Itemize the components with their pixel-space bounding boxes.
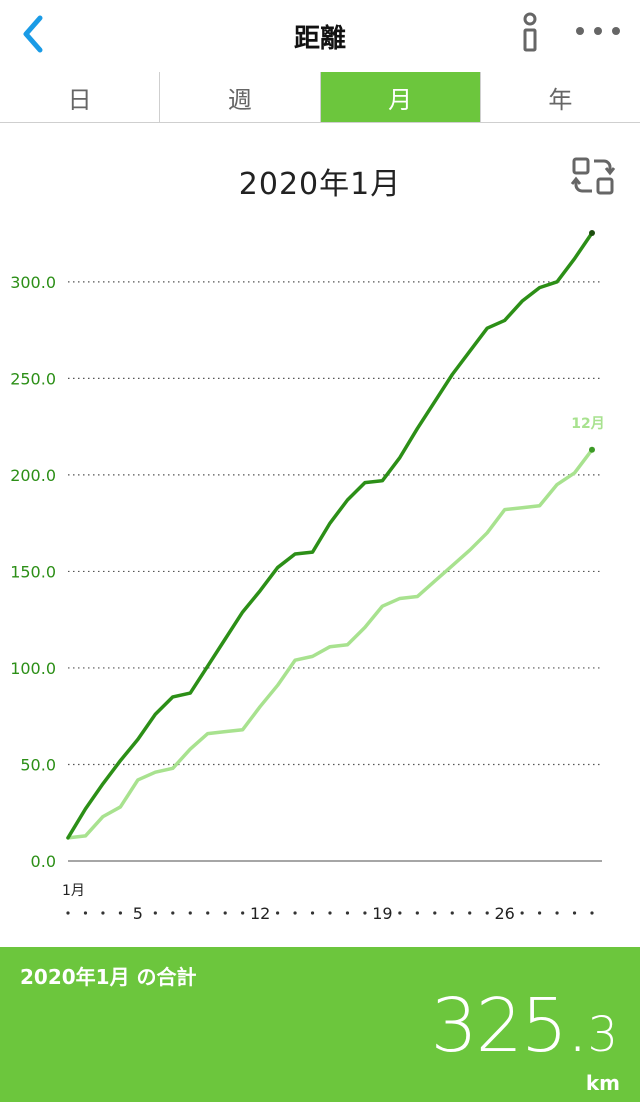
x-day-dot (485, 911, 489, 915)
total-label: 2020年1月 の合計 (20, 965, 197, 989)
x-day-dot (398, 911, 402, 915)
x-day-dot (538, 911, 542, 915)
x-tick-label: 12 (250, 904, 270, 923)
x-day-dot (66, 911, 70, 915)
x-day-dot (520, 911, 524, 915)
x-day-dot (572, 911, 577, 915)
tab-day[interactable]: 日 (0, 72, 161, 122)
x-day-dot (468, 911, 472, 915)
x-day-dot (118, 911, 122, 915)
x-day-dot (153, 911, 157, 915)
x-tick-label: 5 (133, 904, 143, 923)
x-day-dot (450, 911, 454, 915)
navigation-bar: 距離 (0, 0, 640, 73)
more-button[interactable] (570, 20, 626, 42)
x-tick-label: 19 (372, 904, 392, 923)
info-button[interactable] (512, 10, 548, 54)
x-day-dot (293, 911, 297, 915)
x-day-dot (363, 911, 367, 915)
x-day-dot (171, 911, 175, 915)
series-line-current (66, 231, 594, 840)
x-day-dot (188, 911, 192, 915)
x-day-dot (310, 911, 315, 915)
chart-panel: 2020年1月 0.0 50.0 100.0 150.0 200.0 250.0 300.0… (0, 123, 640, 947)
x-day-dot (328, 911, 332, 915)
x-day-dot (223, 911, 227, 915)
distance-line-chart: 0.0 50.0 100.0 150.0 200.0 250.0 300.0 5 12 19 26 1… (10, 230, 605, 923)
compare-swap-button[interactable] (570, 155, 616, 197)
tab-week[interactable]: 週 (160, 72, 321, 122)
y-tick-label: 150.0 (10, 562, 56, 581)
x-day-dot (241, 911, 245, 915)
y-tick-label: 250.0 (10, 369, 56, 388)
monthly-total-panel: 2020年1月 の合計 325.3 km (0, 947, 640, 1102)
compare-swap-icon (570, 157, 616, 195)
x-tick-label: 26 (494, 904, 514, 923)
x-day-dot (83, 911, 88, 915)
x-day-dot (101, 911, 105, 915)
x-day-dot (345, 911, 350, 915)
x-day-dot (555, 911, 559, 915)
chart-month-title: 2020年1月 (238, 167, 402, 202)
total-value-decimal: 3 (587, 1007, 618, 1063)
total-unit: km (585, 1071, 620, 1095)
x-day-dot (415, 911, 419, 915)
chevron-left-icon (23, 15, 43, 53)
page-title: 距離 (293, 24, 346, 54)
series-end-point-previous (589, 446, 595, 453)
y-tick-label: 200.0 (10, 466, 56, 485)
y-tick-label: 300.0 (10, 273, 56, 292)
y-tick-label: 50.0 (20, 755, 56, 774)
info-icon (523, 12, 537, 52)
x-day-dot (590, 911, 594, 915)
total-value: 325.3 (431, 983, 618, 1069)
total-value-dot: . (565, 983, 589, 1069)
series-label-previous: 12月 (571, 416, 604, 432)
tab-month[interactable]: 月 (320, 72, 481, 122)
x-day-dot (276, 911, 280, 915)
x-first-label: 1月 (62, 883, 85, 899)
x-day-dot (206, 911, 210, 915)
y-tick-label: 100.0 (10, 659, 56, 678)
series-line-previous (66, 448, 594, 840)
period-tabs: 日 週 月 年 (0, 72, 640, 123)
x-day-dot (433, 911, 437, 915)
series-end-point-current (589, 230, 595, 236)
more-horizontal-icon (576, 27, 620, 35)
y-tick-label: 0.0 (31, 852, 56, 871)
back-button[interactable] (12, 12, 56, 56)
total-value-integer: 325 (430, 983, 568, 1069)
tab-year[interactable]: 年 (548, 85, 573, 114)
